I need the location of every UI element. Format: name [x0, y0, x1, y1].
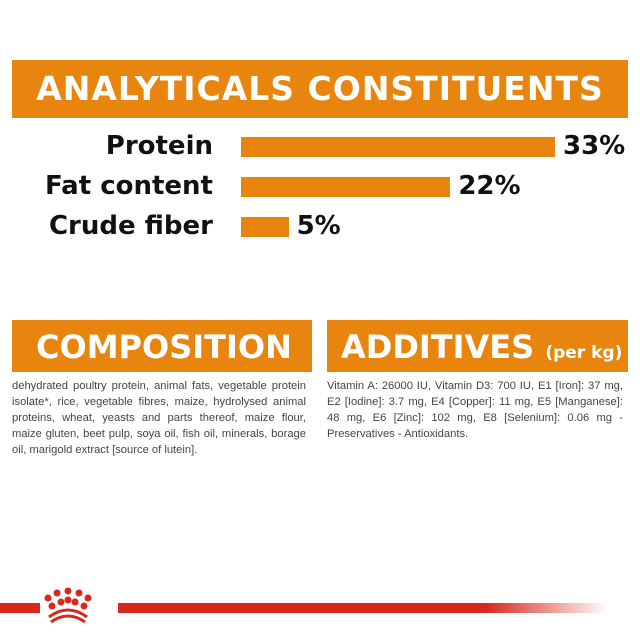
bar-label: Crude fiber — [48, 211, 213, 241]
bar-protein — [241, 137, 555, 157]
analytical-constituents-header: ANALYTICALS CONSTITUENTS — [12, 60, 628, 118]
bar-value-label: 5% — [296, 211, 341, 241]
additives-title: ADDITIVES — [341, 328, 535, 366]
additives-text: Vitamin A: 26000 IU, Vitamin D3: 700 IU,… — [327, 380, 623, 440]
crown-logo-icon — [44, 587, 92, 624]
bar-crude-fiber — [241, 217, 289, 237]
bar-value-label: 33% — [563, 131, 626, 161]
footer-line-right — [118, 603, 608, 613]
composition-header: COMPOSITION — [12, 320, 312, 372]
bar-value-label: 22% — [458, 171, 521, 201]
additives-unit: (per kg) — [545, 343, 623, 363]
footer-line-left — [0, 603, 40, 613]
bar-label: Protein — [105, 131, 213, 161]
composition-text: dehydrated poultry protein, animal fats,… — [12, 380, 306, 456]
additives-header: ADDITIVES (per kg) — [327, 320, 628, 372]
bar-label: Fat content — [44, 171, 213, 201]
bar-fat-content — [241, 177, 451, 197]
